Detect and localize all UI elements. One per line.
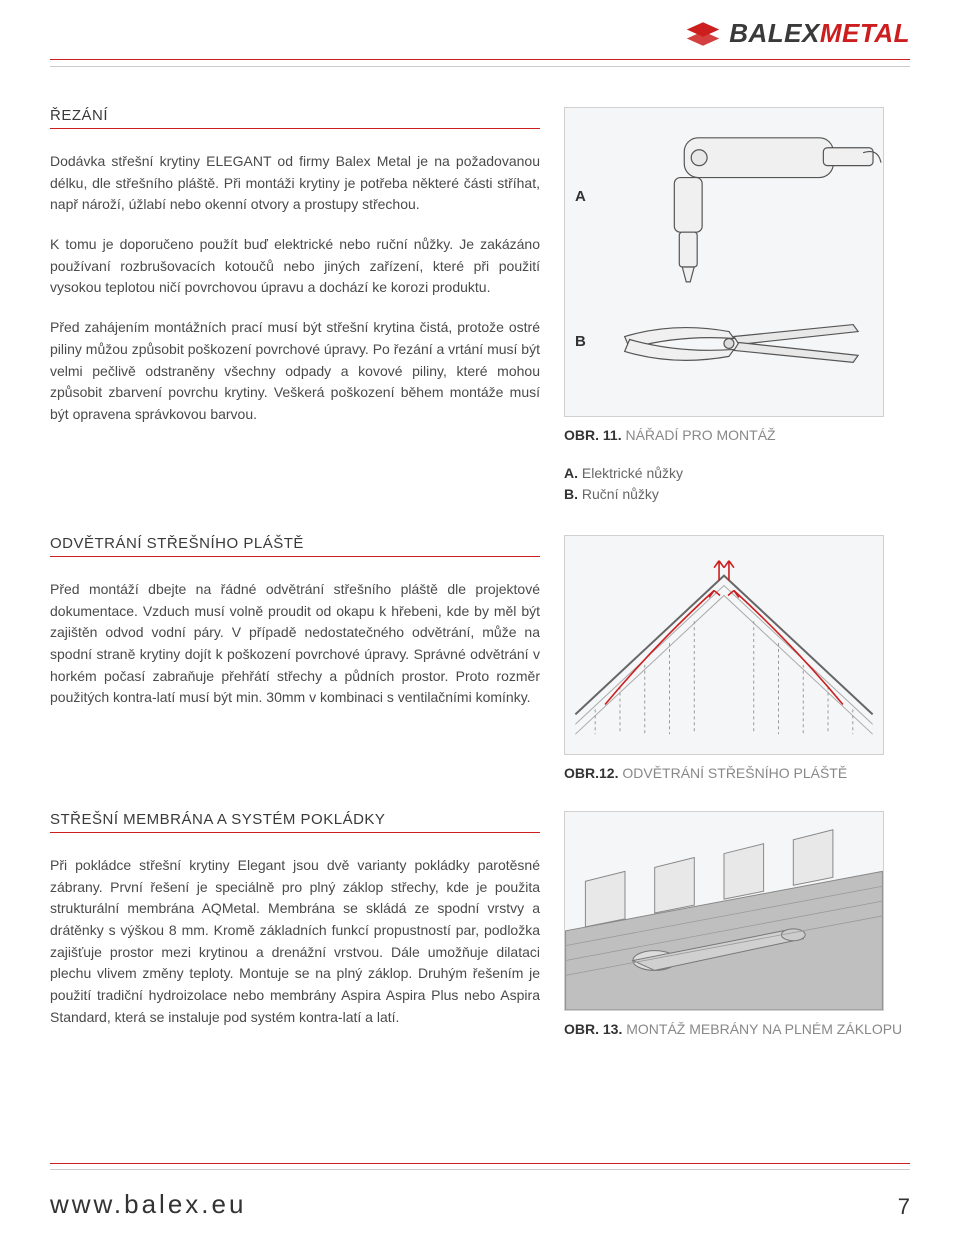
rezani-paragraph-1: Dodávka střešní krytiny ELEGANT od firmy…	[50, 151, 540, 216]
section-rezani: ŘEZÁNÍ Dodávka střešní krytiny ELEGANT o…	[50, 107, 910, 505]
header-rule	[50, 66, 910, 67]
figure-11-title: NÁŘADÍ PRO MONTÁŽ	[625, 427, 775, 443]
odvetrani-text-column: ODVĚTRÁNÍ STŘEŠNÍHO PLÁŠTĚ Před montáží …	[50, 535, 540, 781]
rezani-paragraph-3: Před zahájením montážních prací musí být…	[50, 317, 540, 425]
legend-val-b: Ruční nůžky	[582, 486, 659, 502]
figure-12-illustration	[565, 536, 883, 754]
legend-item-b: B. Ruční nůžky	[564, 484, 910, 505]
figure-12-prefix: OBR.12.	[564, 765, 622, 781]
figure-11-legend: A. Elektrické nůžky B. Ruční nůžky	[564, 463, 910, 505]
legend-val-a: Elektrické nůžky	[582, 465, 683, 481]
figure-11-caption: OBR. 11. NÁŘADÍ PRO MONTÁŽ	[564, 427, 910, 443]
footer-rule-light	[50, 1169, 910, 1170]
figure-13-title: MONTÁŽ MEBRÁNY NA PLNÉM ZÁKLOPU	[626, 1021, 902, 1037]
figure-11-label-a: A	[575, 188, 586, 205]
figure-12-column: OBR.12. ODVĚTRÁNÍ STŘEŠNÍHO PLÁŠTĚ	[564, 535, 910, 781]
membrana-text-column: STŘEŠNÍ MEMBRÁNA A SYSTÉM POKLÁDKY Při p…	[50, 811, 540, 1047]
rezani-heading: ŘEZÁNÍ	[50, 107, 540, 129]
figure-13-column: OBR. 13. MONTÁŽ MEBRÁNY NA PLNÉM ZÁKLOPU	[564, 811, 910, 1047]
figure-13-box	[564, 811, 884, 1011]
figure-12-box	[564, 535, 884, 755]
legend-key-a: A.	[564, 465, 578, 481]
figure-12-caption: OBR.12. ODVĚTRÁNÍ STŘEŠNÍHO PLÁŠTĚ	[564, 765, 910, 781]
footer-url: www.balex.eu	[50, 1189, 246, 1220]
figure-11-column: A B	[564, 107, 910, 505]
section-membrana: STŘEŠNÍ MEMBRÁNA A SYSTÉM POKLÁDKY Při p…	[50, 811, 910, 1047]
footer-rule-accent	[50, 1163, 910, 1164]
legend-item-a: A. Elektrické nůžky	[564, 463, 910, 484]
legend-key-b: B.	[564, 486, 578, 502]
figure-11-label-b: B	[575, 333, 586, 350]
figure-13-illustration	[565, 812, 883, 1010]
figure-13-prefix: OBR. 13.	[564, 1021, 626, 1037]
rezani-paragraph-2: K tomu je doporučeno použít buď elektric…	[50, 234, 540, 299]
odvetrani-paragraph-1: Před montáží dbejte na řádné odvětrání s…	[50, 579, 540, 709]
page-header: BALEXMETAL	[50, 0, 910, 60]
odvetrani-heading: ODVĚTRÁNÍ STŘEŠNÍHO PLÁŠTĚ	[50, 535, 540, 557]
figure-11-illustration	[565, 108, 883, 416]
figure-11-box: A B	[564, 107, 884, 417]
page-number: 7	[898, 1194, 910, 1220]
figure-11-prefix: OBR. 11.	[564, 427, 625, 443]
section-odvetrani: ODVĚTRÁNÍ STŘEŠNÍHO PLÁŠTĚ Před montáží …	[50, 535, 910, 781]
brand-logo-text: BALEXMETAL	[729, 18, 910, 49]
brand-name-2: METAL	[820, 18, 910, 48]
membrana-heading: STŘEŠNÍ MEMBRÁNA A SYSTÉM POKLÁDKY	[50, 811, 540, 833]
brand-logo-icon	[685, 20, 721, 48]
brand-name-1: BALEX	[729, 18, 820, 48]
brand-logo: BALEXMETAL	[685, 18, 910, 49]
page-footer: www.balex.eu 7	[50, 1183, 910, 1220]
figure-12-title: ODVĚTRÁNÍ STŘEŠNÍHO PLÁŠTĚ	[622, 765, 847, 781]
rezani-text-column: ŘEZÁNÍ Dodávka střešní krytiny ELEGANT o…	[50, 107, 540, 505]
figure-13-caption: OBR. 13. MONTÁŽ MEBRÁNY NA PLNÉM ZÁKLOPU	[564, 1021, 910, 1037]
membrana-paragraph-1: Při pokládce střešní krytiny Elegant jso…	[50, 855, 540, 1029]
